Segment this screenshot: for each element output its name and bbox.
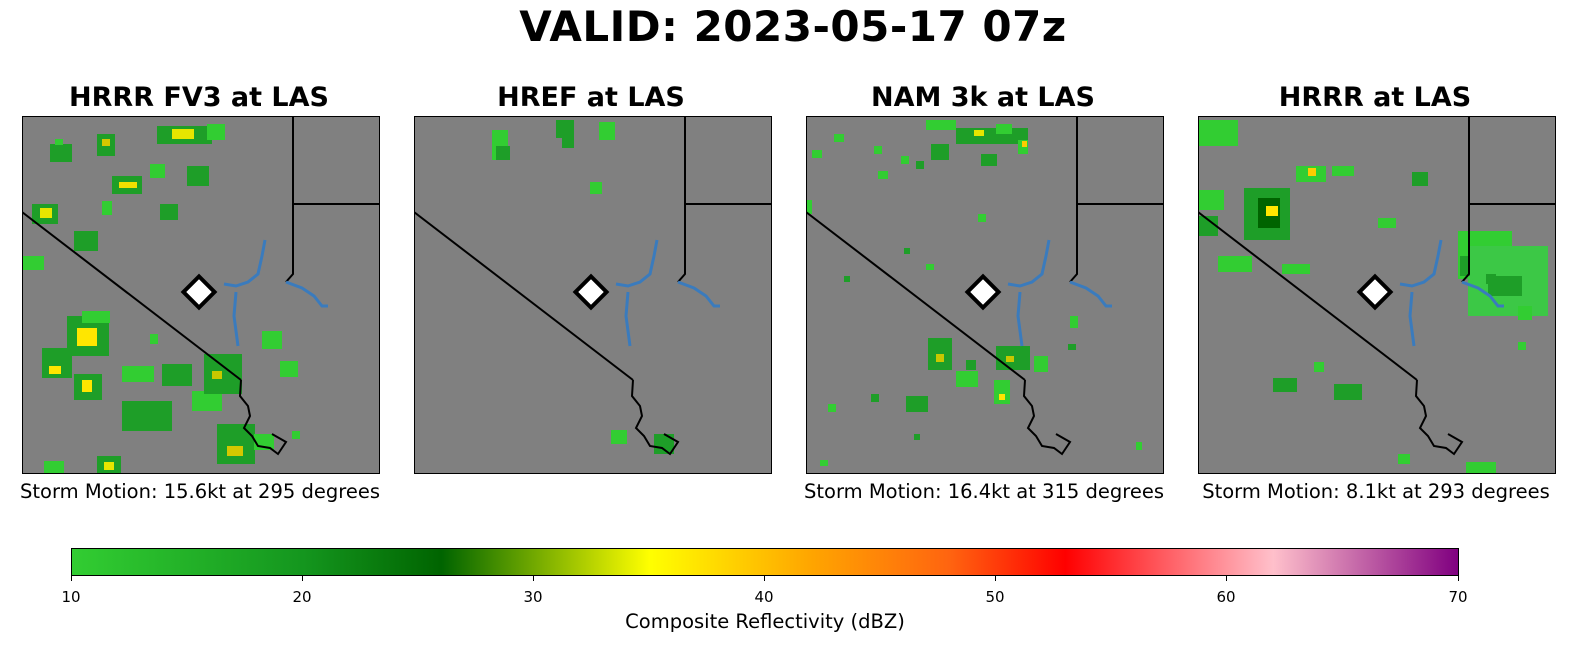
panel-4-storm-motion: Storm Motion: 8.1kt at 293 degrees [1202,480,1550,503]
colorbar-tick-label: 10 [61,588,81,606]
las-marker-4 [1356,273,1394,311]
colorbar-tickmark [1458,576,1459,581]
panel-3-map-svg [806,116,1164,474]
panel-1-title: HRRR FV3 at LAS [69,82,329,113]
panel-3-storm-motion: Storm Motion: 16.4kt at 315 degrees [804,480,1164,503]
water-features-3 [1007,239,1112,347]
panel-4-map [1198,116,1556,474]
state-boundaries-1 [22,116,380,456]
las-marker-3 [964,273,1002,311]
state-boundaries-3 [806,116,1164,456]
colorbar-tickmark [1226,576,1227,581]
water-features-2 [615,239,720,347]
reflectivity-echoes-3 [806,120,1142,466]
panel-2-title: HREF at LAS [497,82,685,113]
panel-3-title: NAM 3k at LAS [871,82,1095,113]
colorbar [71,548,1459,576]
panel-4-map-svg [1198,116,1556,474]
reflectivity-echoes-1 [22,124,300,474]
colorbar-tick-label: 30 [523,588,543,606]
colorbar-tick-label: 60 [1216,588,1236,606]
las-marker-1 [180,273,218,311]
panel-1-map [22,116,380,474]
panel-1-storm-motion: Storm Motion: 15.6kt at 295 degrees [20,480,380,503]
panel-3-map [806,116,1164,474]
colorbar-tick-label: 20 [292,588,312,606]
las-marker-2 [572,273,610,311]
colorbar-tickmark [71,576,72,581]
colorbar-tick-label: 70 [1448,588,1468,606]
colorbar-tickmark [302,576,303,581]
panel-2-map-svg [414,116,772,474]
water-features-4 [1399,239,1504,347]
reflectivity-echoes-4 [1198,120,1548,474]
state-boundaries-4 [1198,116,1556,456]
figure-title: VALID: 2023-05-17 07z [519,2,1067,51]
panel-2-map [414,116,772,474]
state-boundaries-2 [414,116,772,456]
colorbar-tick-label: 40 [754,588,774,606]
colorbar-tickmark [764,576,765,581]
panel-4-title: HRRR at LAS [1278,82,1472,113]
colorbar-tickmark [995,576,996,581]
reflectivity-echoes-2 [492,120,674,454]
panel-1-map-svg [22,116,380,474]
water-features-1 [223,239,328,347]
colorbar-tick-label: 50 [985,588,1005,606]
colorbar-tickmark [533,576,534,581]
colorbar-label: Composite Reflectivity (dBZ) [625,610,905,633]
